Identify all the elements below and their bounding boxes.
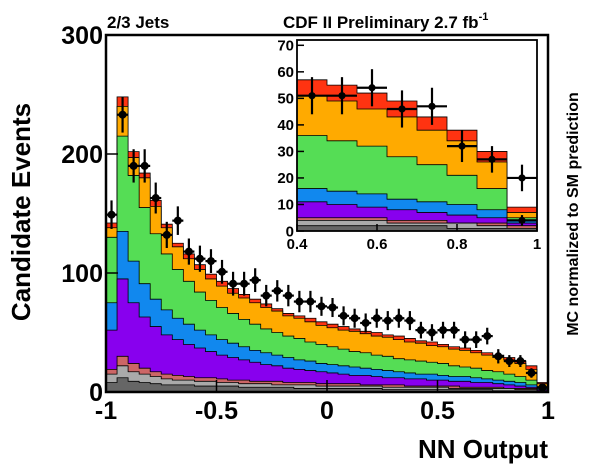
main-data-point: [194, 245, 206, 272]
inset-data-point: [387, 90, 417, 128]
inset-data-point: [477, 146, 507, 173]
main-x-tick-label: 0: [320, 397, 334, 425]
inset-y-tick-label: 30: [277, 144, 294, 161]
main-x-tick-label: 1: [541, 397, 555, 425]
inset-data-point: [417, 87, 447, 125]
inset-x-tick-label: 0.6: [367, 236, 388, 253]
main-x-tick-label: -1: [95, 397, 117, 425]
main-y-tick-label: 300: [61, 22, 103, 50]
main-y-tick-label: 200: [61, 141, 103, 169]
main-data-point: [172, 206, 184, 235]
main-data-point: [227, 271, 239, 296]
main-data-point: [426, 324, 438, 341]
main-data-point: [349, 308, 361, 328]
main-data-point: [371, 308, 383, 328]
main-data-point: [382, 311, 394, 331]
main-y-tick-label: 0: [89, 379, 103, 407]
y-axis-label: Candidate Events: [6, 103, 36, 321]
main-data-point: [525, 368, 537, 378]
main-data-point: [128, 149, 140, 183]
experiment-label: CDF II Preliminary 2.7 fb-1: [283, 11, 488, 32]
inset-x-tick-label: 0.4: [287, 236, 309, 253]
inset-frame: [296, 39, 538, 232]
main-data-point: [404, 311, 416, 331]
main-data-point: [216, 259, 228, 284]
inset-data-point: [447, 130, 477, 163]
main-data-point: [304, 290, 316, 313]
main-x-tick-label: 0.5: [420, 397, 455, 425]
main-data-point: [338, 306, 350, 326]
main-data-point: [282, 284, 294, 307]
main-data-point: [106, 200, 118, 229]
main-data-point: [448, 321, 460, 339]
inset-y-tick-label: 50: [277, 91, 294, 108]
main-data-point: [327, 297, 339, 318]
inset-data-point: [327, 77, 357, 115]
main-data-points: [106, 96, 548, 392]
main-data-point: [459, 331, 471, 348]
main-data-point: [150, 182, 162, 214]
main-data-point: [271, 280, 283, 302]
inset-stack-layers: [296, 79, 538, 232]
mc-normalization-label: MC normalized to SM prediction: [565, 92, 582, 336]
inset-data-point: [357, 69, 387, 107]
main-stack-layer-3: [105, 278, 549, 393]
main-x-tick-label: -0.5: [195, 397, 238, 425]
main-data-point: [536, 383, 548, 392]
main-data-point: [238, 271, 250, 296]
inset-data-point: [507, 164, 537, 192]
main-data-point: [249, 268, 261, 293]
main-data-point: [293, 290, 305, 313]
inset-data-point: [297, 77, 327, 115]
main-data-point: [205, 249, 217, 273]
inset-y-tick-label: 60: [277, 64, 294, 81]
main-data-point: [139, 149, 151, 183]
inset-x-tick-label: 1: [533, 236, 541, 253]
main-data-point: [470, 331, 482, 348]
main-data-point: [503, 355, 515, 368]
inset-y-tick-label: 20: [277, 170, 294, 187]
inset-data-points: [297, 69, 537, 226]
main-data-point: [161, 221, 173, 249]
jets-label: 2/3 Jets: [107, 13, 169, 32]
main-data-point: [481, 327, 493, 345]
x-axis-label: NN Output: [418, 434, 548, 464]
inset-y-tick-label: 0: [286, 223, 294, 240]
inset-y-tick-label: 40: [277, 117, 294, 134]
main-stack-layer-5: [105, 135, 549, 393]
inset-x-tick-label: 0.8: [447, 236, 468, 253]
main-y-tick-label: 100: [61, 260, 103, 288]
main-data-point: [315, 296, 327, 316]
inset-data-point: [507, 215, 537, 226]
inset-y-tick-label: 70: [277, 38, 294, 55]
main-data-point: [260, 284, 272, 307]
main-data-point: [437, 321, 449, 339]
main-data-point: [492, 349, 504, 364]
main-data-point: [117, 96, 129, 133]
inset-y-tick-label: 10: [277, 197, 294, 214]
main-data-point: [183, 238, 195, 265]
main-data-point: [514, 355, 526, 368]
main-data-point: [415, 321, 427, 339]
main-data-point: [360, 313, 372, 333]
main-data-point: [393, 308, 405, 328]
